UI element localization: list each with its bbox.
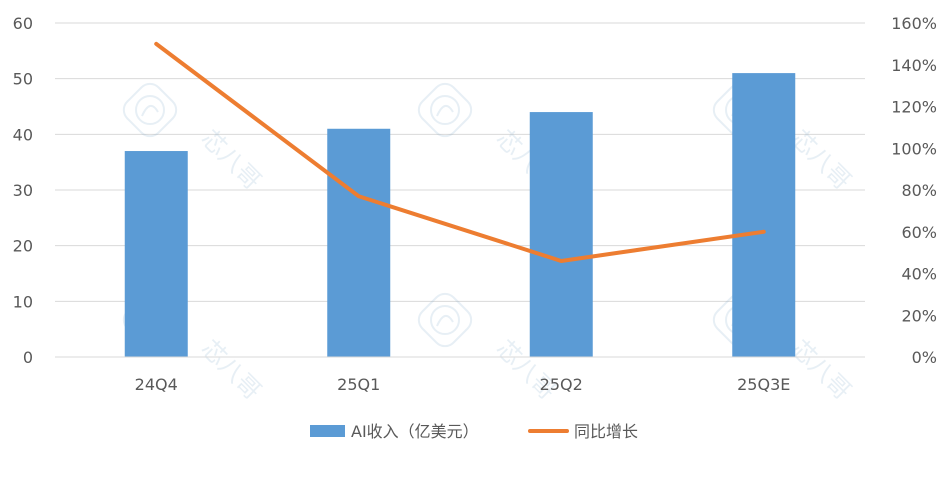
gridlines <box>55 22 865 358</box>
y-left-tick-label: 60 <box>13 14 33 33</box>
bar-series <box>124 73 796 357</box>
y-left-tick-label: 10 <box>13 292 33 311</box>
bar <box>124 151 188 357</box>
legend-label-bar: AI收入（亿美元） <box>351 422 479 441</box>
axes: 0 10 20 30 40 50 60 0% 20% 40% 60% 80% 100% 120% 140% 1… <box>13 14 937 394</box>
y-right-tick-label: 160% <box>891 14 937 33</box>
bar <box>327 128 391 357</box>
y-left-tick-label: 0 <box>23 348 33 367</box>
y-right-tick-label: 80% <box>901 181 937 200</box>
y-left-tick-label: 30 <box>13 181 33 200</box>
y-right-tick-label: 100% <box>891 139 937 158</box>
y-right-tick-label: 0% <box>912 348 937 367</box>
legend: AI收入（亿美元） 同比增长 <box>310 422 638 441</box>
y-left-tick-label: 20 <box>13 237 33 256</box>
x-tick-label: 25Q3E <box>737 375 790 394</box>
x-tick-label: 25Q2 <box>540 375 583 394</box>
y-left-tick-label: 50 <box>13 70 33 89</box>
svg-text:芯八哥: 芯八哥 <box>196 124 267 195</box>
legend-label-line: 同比增长 <box>574 422 638 441</box>
svg-text:芯八哥: 芯八哥 <box>196 334 267 405</box>
y-right-tick-label: 40% <box>901 265 937 284</box>
y-right-tick-label: 120% <box>891 98 937 117</box>
bar <box>732 73 796 357</box>
y-right-tick-label: 20% <box>901 306 937 325</box>
y-right-tick-label: 140% <box>891 56 937 75</box>
legend-swatch-bar <box>310 425 345 437</box>
x-tick-label: 24Q4 <box>135 375 178 394</box>
x-tick-label: 25Q1 <box>337 375 380 394</box>
line-series <box>154 41 766 263</box>
y-right-tick-label: 60% <box>901 223 937 242</box>
svg-text:芯八哥: 芯八哥 <box>786 124 857 195</box>
svg-text:芯八哥: 芯八哥 <box>786 334 857 405</box>
growth-line <box>154 41 766 263</box>
y-left-tick-label: 40 <box>13 125 33 144</box>
bar <box>529 112 593 357</box>
